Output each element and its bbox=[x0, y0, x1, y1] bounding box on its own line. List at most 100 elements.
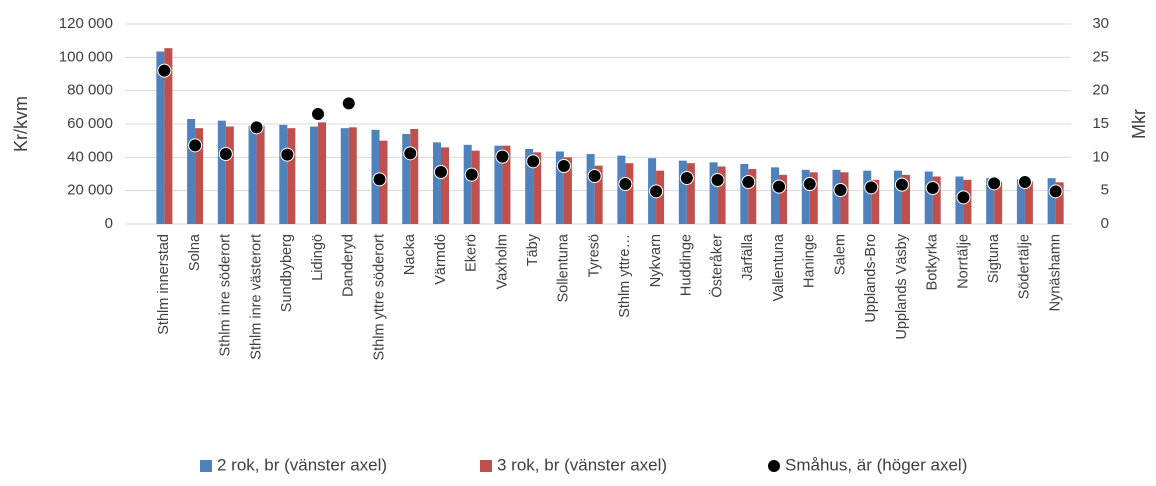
bar bbox=[893, 170, 902, 224]
bar bbox=[678, 160, 687, 224]
legend-marker bbox=[480, 460, 492, 472]
bar bbox=[801, 169, 810, 224]
x-tick-label: Nynäshamn bbox=[1047, 234, 1063, 311]
dot bbox=[802, 177, 817, 191]
bar bbox=[901, 174, 910, 224]
x-tick-label: Nacka bbox=[402, 233, 418, 275]
bar bbox=[1016, 179, 1025, 224]
legend-label: 2 rok, br (vänster axel) bbox=[217, 455, 387, 474]
dot bbox=[526, 154, 541, 169]
bar bbox=[924, 171, 933, 224]
x-tick-label: Sundbyberg bbox=[279, 234, 295, 312]
bar bbox=[279, 124, 288, 224]
x-tick-label: Vaxholm bbox=[494, 234, 510, 289]
bar bbox=[771, 167, 780, 224]
bar bbox=[432, 142, 441, 224]
bar bbox=[410, 129, 419, 224]
x-tick-label: Salem bbox=[832, 234, 848, 275]
dot bbox=[218, 147, 233, 161]
legend-label: Småhus, är (höger axel) bbox=[785, 455, 967, 474]
y-tick-label: 120 000 bbox=[59, 15, 113, 32]
bar bbox=[717, 166, 726, 224]
bar bbox=[809, 172, 818, 224]
y2-tick-label: 5 bbox=[1101, 182, 1109, 199]
dot bbox=[249, 120, 264, 135]
dot bbox=[464, 167, 479, 182]
x-tick-label: Tyresö bbox=[586, 234, 602, 278]
y-tick-label: 100 000 bbox=[59, 48, 113, 65]
bar bbox=[563, 157, 572, 224]
x-tick-label: Norrtälje bbox=[955, 234, 971, 289]
dot bbox=[372, 172, 387, 187]
bar bbox=[617, 155, 626, 224]
bar bbox=[195, 128, 204, 224]
x-tick-label: Solna bbox=[187, 233, 203, 271]
bar bbox=[502, 145, 511, 224]
y-tick-label: 0 bbox=[105, 215, 113, 232]
dot bbox=[925, 181, 940, 195]
dot bbox=[157, 63, 172, 78]
bar bbox=[463, 144, 472, 224]
bar bbox=[525, 149, 534, 224]
legend-marker bbox=[768, 460, 780, 472]
bar bbox=[871, 179, 880, 224]
dot bbox=[833, 183, 848, 197]
y2-axis-title: Mkr bbox=[1129, 109, 1149, 139]
y-tick-label: 40 000 bbox=[67, 148, 113, 165]
x-tick-label: Upplands Väsby bbox=[894, 233, 910, 339]
x-tick-label: Danderyd bbox=[341, 234, 357, 297]
y-tick-label: 60 000 bbox=[67, 115, 113, 132]
x-tick-label: Upplands-Bro bbox=[863, 234, 879, 323]
bar bbox=[748, 169, 757, 224]
dot bbox=[403, 146, 418, 161]
bar bbox=[217, 120, 226, 224]
y2-tick-label: 25 bbox=[1092, 48, 1109, 65]
bar bbox=[594, 165, 603, 224]
dot bbox=[679, 171, 694, 185]
bar bbox=[156, 51, 165, 224]
bar bbox=[402, 134, 411, 224]
x-tick-label: Järfälla bbox=[740, 233, 756, 281]
bar bbox=[863, 170, 872, 224]
dot bbox=[495, 149, 510, 164]
bar bbox=[494, 145, 503, 224]
x-tick-label: Sollentuna bbox=[556, 233, 572, 302]
bar bbox=[1024, 181, 1033, 224]
bar bbox=[586, 154, 595, 224]
x-tick-label: Vallentuna bbox=[771, 233, 787, 301]
bar bbox=[471, 150, 480, 224]
bar bbox=[1047, 178, 1056, 224]
bar bbox=[256, 125, 265, 224]
x-tick-label: Täby bbox=[525, 233, 541, 266]
x-tick-label: Lidingö bbox=[310, 234, 326, 281]
bar bbox=[318, 122, 327, 224]
bar bbox=[840, 172, 849, 224]
dot bbox=[1017, 175, 1032, 189]
y2-tick-label: 0 bbox=[1101, 215, 1109, 232]
legend-label: 3 rok, br (vänster axel) bbox=[497, 455, 667, 474]
dot bbox=[987, 176, 1002, 191]
bar bbox=[656, 170, 665, 224]
dot bbox=[864, 180, 879, 195]
dot bbox=[710, 173, 725, 187]
dot bbox=[311, 107, 326, 121]
dot bbox=[618, 177, 633, 191]
dot bbox=[587, 169, 602, 183]
dot bbox=[556, 159, 571, 173]
bar bbox=[779, 174, 788, 224]
y-axis-title: Kr/kvm bbox=[11, 96, 31, 152]
x-tick-label: Ekerö bbox=[464, 234, 480, 272]
y2-tick-label: 20 bbox=[1092, 82, 1109, 99]
bar bbox=[164, 48, 173, 224]
bar bbox=[340, 128, 349, 224]
bar bbox=[287, 128, 296, 224]
bar bbox=[740, 164, 749, 224]
x-tick-label: Botkyrka bbox=[925, 233, 941, 290]
x-tick-label: Södertälje bbox=[1017, 234, 1033, 299]
x-tick-label: Nykvarn bbox=[648, 234, 664, 287]
x-tick-label: Sthlm innerstad bbox=[156, 234, 172, 335]
bar bbox=[533, 152, 542, 224]
bar bbox=[625, 163, 634, 224]
bar bbox=[709, 162, 718, 224]
y2-tick-label: 10 bbox=[1092, 148, 1109, 165]
